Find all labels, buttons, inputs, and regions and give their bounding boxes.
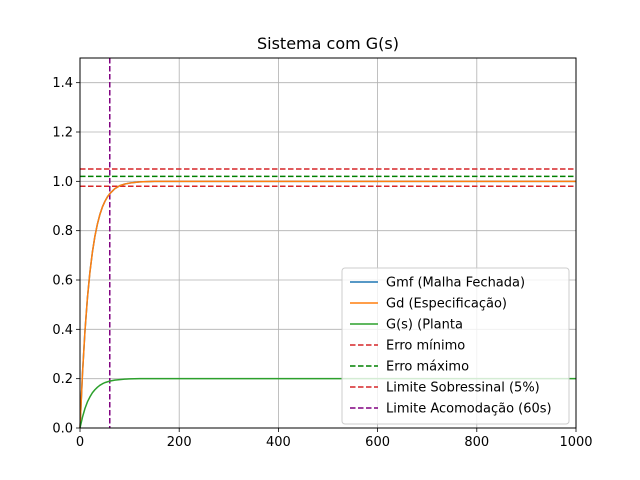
reference-lines [80, 58, 576, 428]
legend: Gmf (Malha Fechada) Gd (Especificação) G(s… [341, 267, 570, 425]
x-tick-label: 600 [365, 435, 390, 450]
y-tick-label: 0.0 [52, 422, 73, 437]
plot-frame [79, 57, 577, 429]
legend-label: Erro mínimo [386, 339, 465, 354]
y-tick-label: 0.4 [52, 323, 73, 338]
series-line [79, 180, 576, 429]
x-tick-label: 800 [464, 435, 489, 450]
y-tick-label: 0.8 [52, 224, 73, 239]
y-tick-label: 1.4 [52, 76, 73, 91]
x-tick-label: 0 [76, 435, 84, 450]
legend-label: Limite Acomodação (60s) [386, 402, 552, 417]
legend-box [341, 267, 570, 425]
x-axis-ticks: 0 200 400 600 800 1000 [76, 428, 593, 450]
chart-title: Sistema com G(s) [257, 34, 399, 53]
x-tick-label: 400 [266, 435, 291, 450]
legend-label: Limite Sobressinal (5%) [386, 381, 540, 396]
y-tick-label: 0.6 [52, 274, 73, 289]
x-tick-label: 1000 [559, 435, 592, 450]
legend-label: Gd (Especificação) [386, 297, 507, 312]
y-tick-label: 1.0 [52, 175, 73, 190]
y-tick-label: 0.2 [52, 372, 73, 387]
legend-label: Gmf (Malha Fechada) [386, 276, 525, 291]
y-axis-ticks: 0.0 0.2 0.4 0.6 0.8 1.0 1.2 1.4 [52, 76, 80, 437]
x-tick-label: 200 [167, 435, 192, 450]
legend-label: Erro máximo [386, 360, 469, 375]
y-tick-label: 1.2 [52, 126, 73, 141]
legend-label: G(s) (Planta [386, 318, 463, 333]
